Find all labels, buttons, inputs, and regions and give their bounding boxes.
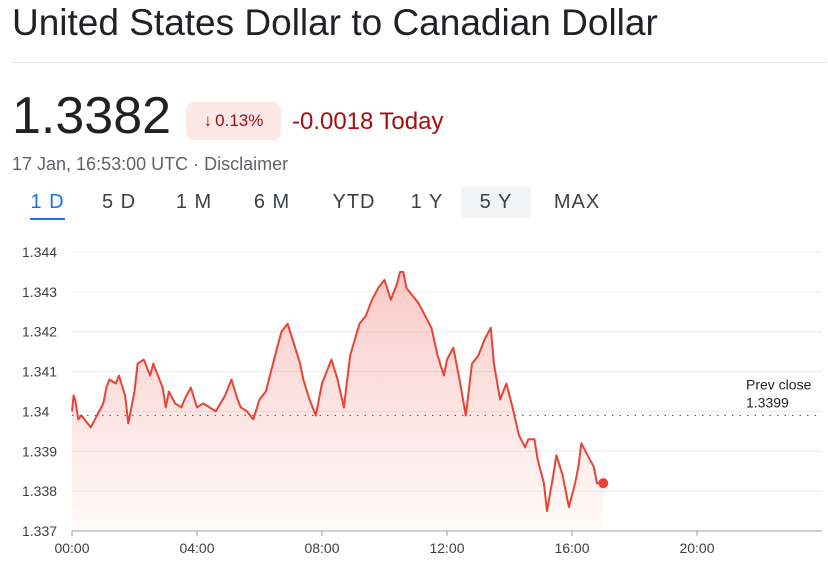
tab-1d[interactable]: 1 D: [20, 186, 75, 220]
current-price: 1.3382: [12, 87, 172, 145]
meta-separator: ·: [193, 154, 200, 174]
y-tick-label: 1.344: [22, 244, 57, 260]
x-tick-label: 20:00: [679, 540, 714, 556]
disclaimer-link[interactable]: Disclaimer: [204, 154, 289, 174]
y-tick-label: 1.339: [22, 443, 57, 459]
x-tick-label: 12:00: [429, 540, 464, 556]
change-today: -0.0018 Today: [292, 108, 449, 136]
tab-5y[interactable]: 5 Y: [461, 186, 531, 218]
y-tick-label: 1.342: [22, 324, 57, 340]
series-line: [71, 270, 604, 513]
tab-max[interactable]: MAX: [553, 191, 601, 213]
title-divider: [12, 62, 826, 63]
y-tick-label: 1.338: [22, 483, 57, 499]
timestamp: 17 Jan, 16:53:00 UTC: [12, 154, 189, 174]
prev-close-value: 1.3399: [746, 394, 789, 410]
y-tick-label: 1.34: [22, 403, 49, 419]
timestamp-line: 17 Jan, 16:53:00 UTC · Disclaimer: [12, 154, 288, 175]
arrow-down-icon: ↓: [203, 111, 213, 130]
last-point-marker: [598, 478, 609, 489]
series-area: [72, 271, 604, 531]
x-tick-label: 00:00: [54, 540, 89, 556]
page-title: United States Dollar to Canadian Dollar: [12, 2, 658, 43]
x-tick-label: 08:00: [304, 540, 339, 556]
y-tick-label: 1.337: [22, 523, 57, 539]
tab-1m[interactable]: 1 M: [175, 191, 213, 213]
x-tick-label: 04:00: [179, 540, 214, 556]
x-tick-label: 16:00: [554, 540, 589, 556]
change-percent: 0.13%: [215, 111, 264, 130]
tab-ytd[interactable]: YTD: [332, 191, 376, 213]
y-tick-label: 1.343: [22, 284, 57, 300]
y-tick-label: 1.341: [22, 364, 57, 380]
change-abs: -0.0018: [292, 108, 374, 135]
tab-1y[interactable]: 1 Y: [410, 191, 444, 213]
prev-close-label: Prev close: [746, 376, 812, 392]
tab-6m[interactable]: 6 M: [253, 191, 291, 213]
tab-5d[interactable]: 5 D: [101, 191, 137, 213]
change-period: Today: [379, 108, 444, 135]
change-percent-badge: ↓ 0.13%: [186, 102, 281, 140]
